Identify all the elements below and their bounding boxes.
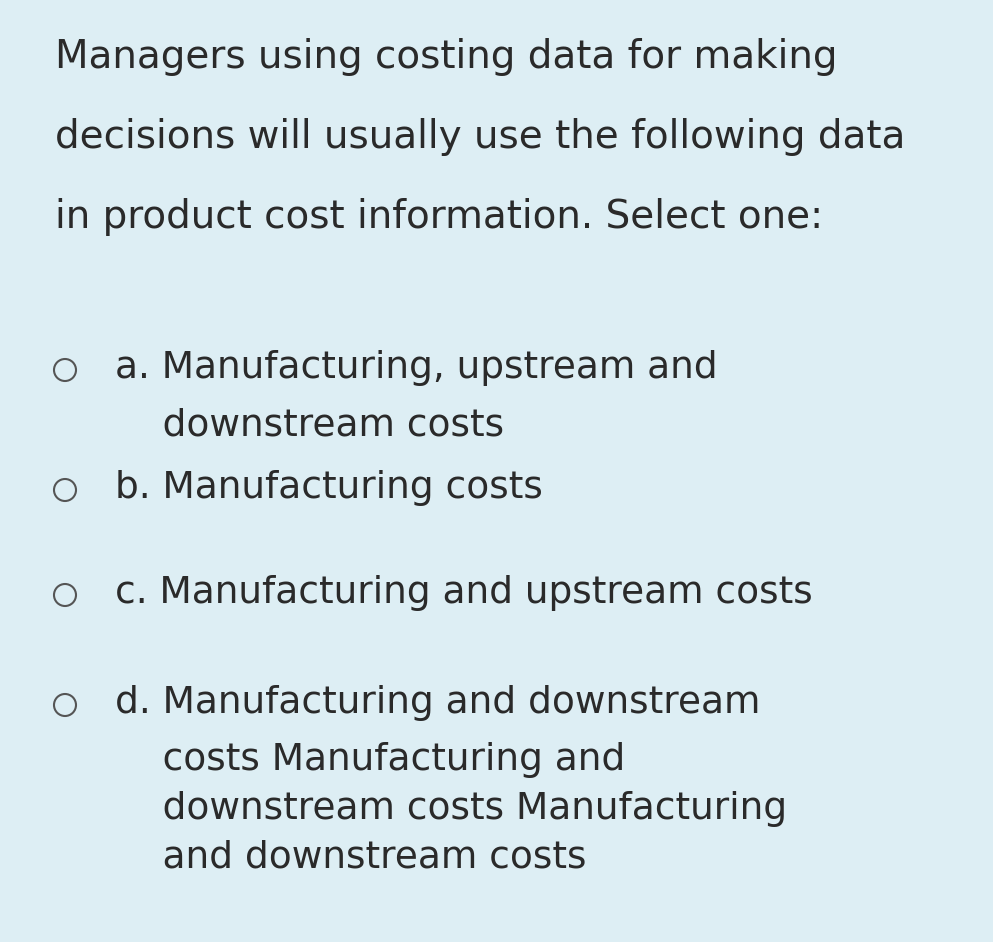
- Text: decisions will usually use the following data: decisions will usually use the following…: [55, 118, 906, 156]
- Text: b. Manufacturing costs: b. Manufacturing costs: [115, 470, 543, 506]
- Text: d. Manufacturing and downstream: d. Manufacturing and downstream: [115, 685, 761, 721]
- Text: costs Manufacturing and
    downstream costs Manufacturing
    and downstream co: costs Manufacturing and downstream costs…: [115, 742, 787, 875]
- Text: c. Manufacturing and upstream costs: c. Manufacturing and upstream costs: [115, 575, 812, 611]
- Text: a. Manufacturing, upstream and: a. Manufacturing, upstream and: [115, 350, 718, 386]
- Text: in product cost information. Select one:: in product cost information. Select one:: [55, 198, 823, 236]
- Text: Managers using costing data for making: Managers using costing data for making: [55, 38, 837, 76]
- Text: downstream costs: downstream costs: [115, 407, 504, 443]
